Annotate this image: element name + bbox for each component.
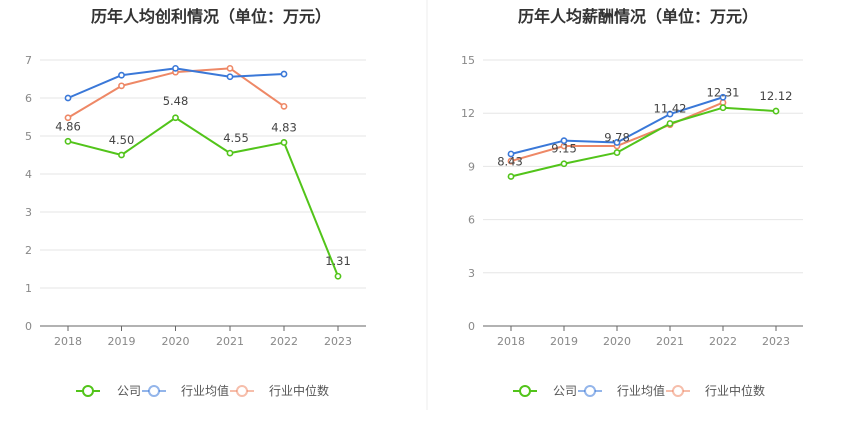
data-point[interactable] (280, 102, 288, 110)
legend-item[interactable]: 行业中位数 (230, 383, 329, 398)
x-tick-label: 2018 (497, 335, 525, 348)
data-label: 11.42 (654, 101, 687, 115)
data-point[interactable] (64, 137, 72, 145)
legend-label: 行业中位数 (705, 383, 765, 398)
legend-label: 行业均值 (617, 383, 665, 398)
legend-marker (236, 385, 248, 397)
x-tick-label: 2020 (162, 335, 190, 348)
data-point[interactable] (226, 149, 234, 157)
chart-1: 历年人均创利情况（单位：万元） 0 1 2 3 4 5 6 7 2018 2019 2020 2021 2… (25, 7, 366, 398)
x-tick-label: 2021 (656, 335, 684, 348)
data-point[interactable] (280, 139, 288, 146)
y-tick-label: 15 (461, 54, 475, 67)
y-tick-label: 7 (25, 54, 32, 67)
legend-marker (148, 385, 160, 397)
data-point[interactable] (64, 94, 72, 102)
x-tick-label: 2023 (762, 335, 790, 348)
x-tick-label: 2018 (54, 335, 82, 348)
chart-title: 历年人均创利情况（单位：万元） (91, 7, 331, 26)
data-point[interactable] (507, 150, 515, 158)
data-label: 12.31 (707, 86, 740, 100)
x-tick-label: 2019 (108, 335, 136, 348)
y-tick-label: 3 (468, 267, 475, 280)
y-tick-label: 6 (25, 92, 32, 105)
legend-marker (82, 385, 94, 397)
x-tick-label: 2021 (216, 335, 244, 348)
data-point[interactable] (719, 104, 727, 112)
data-point[interactable] (507, 157, 515, 165)
y-tick-label: 0 (25, 320, 32, 333)
x-tick-label: 2022 (709, 335, 737, 348)
data-point[interactable] (772, 107, 780, 115)
series-line (510, 106, 777, 178)
legend-label: 行业中位数 (269, 383, 329, 398)
legend-item[interactable]: 行业均值 (578, 383, 665, 398)
legend-item[interactable]: 公司 (513, 384, 577, 398)
data-label: 8.43 (497, 155, 523, 169)
data-point[interactable] (118, 82, 125, 90)
data-point[interactable] (507, 173, 515, 180)
y-tick-label: 12 (461, 107, 475, 120)
legend-label: 行业均值 (181, 383, 229, 398)
data-point[interactable] (64, 114, 72, 122)
y-tick-label: 6 (468, 214, 475, 227)
data-point[interactable] (226, 73, 234, 81)
legend-label: 公司 (553, 384, 577, 398)
data-point[interactable] (334, 272, 342, 280)
data-point[interactable] (280, 70, 288, 78)
legend-marker (672, 385, 684, 397)
y-tick-label: 5 (25, 130, 32, 143)
legend-item[interactable]: 行业中位数 (666, 383, 765, 398)
legend-item[interactable]: 行业均值 (142, 383, 229, 398)
y-tick-label: 3 (25, 206, 32, 219)
data-point[interactable] (560, 137, 568, 145)
legend-marker (519, 385, 531, 397)
y-tick-label: 4 (25, 168, 32, 181)
data-point[interactable] (613, 139, 621, 146)
data-label: 4.83 (271, 120, 297, 134)
legend-marker (584, 385, 596, 397)
y-tick-label: 1 (25, 282, 32, 295)
y-tick-label: 9 (468, 160, 475, 173)
data-point[interactable] (118, 71, 125, 79)
y-tick-label: 0 (468, 320, 475, 333)
data-label: 4.50 (109, 133, 135, 147)
legend-item[interactable]: 公司 (76, 384, 141, 398)
y-tick-label: 2 (25, 244, 32, 257)
legend-label: 公司 (117, 384, 141, 398)
x-tick-label: 2023 (324, 335, 352, 348)
x-tick-label: 2020 (603, 335, 631, 348)
data-point[interactable] (172, 114, 179, 122)
data-point[interactable] (560, 160, 568, 168)
data-point[interactable] (666, 120, 674, 127)
data-point[interactable] (719, 93, 727, 101)
data-label: 5.48 (163, 94, 189, 108)
chart-title: 历年人均薪酬情况（单位：万元） (518, 7, 758, 26)
data-point[interactable] (172, 64, 179, 72)
x-tick-label: 2022 (270, 335, 298, 348)
data-label: 4.55 (223, 131, 249, 145)
data-point[interactable] (226, 64, 234, 72)
data-point[interactable] (118, 151, 125, 159)
x-tick-label: 2019 (550, 335, 578, 348)
data-point[interactable] (666, 110, 674, 118)
data-label: 4.86 (55, 119, 81, 133)
data-label: 9.15 (551, 142, 577, 156)
chart-2: 历年人均薪酬情况（单位：万元） 0 3 6 9 12 15 2018 2019 2020 2021 2… (461, 7, 803, 398)
data-point[interactable] (613, 149, 621, 156)
series-line (67, 116, 339, 277)
data-label: 1.31 (325, 254, 351, 268)
data-label: 12.12 (760, 89, 793, 103)
data-label: 9.78 (604, 131, 630, 145)
